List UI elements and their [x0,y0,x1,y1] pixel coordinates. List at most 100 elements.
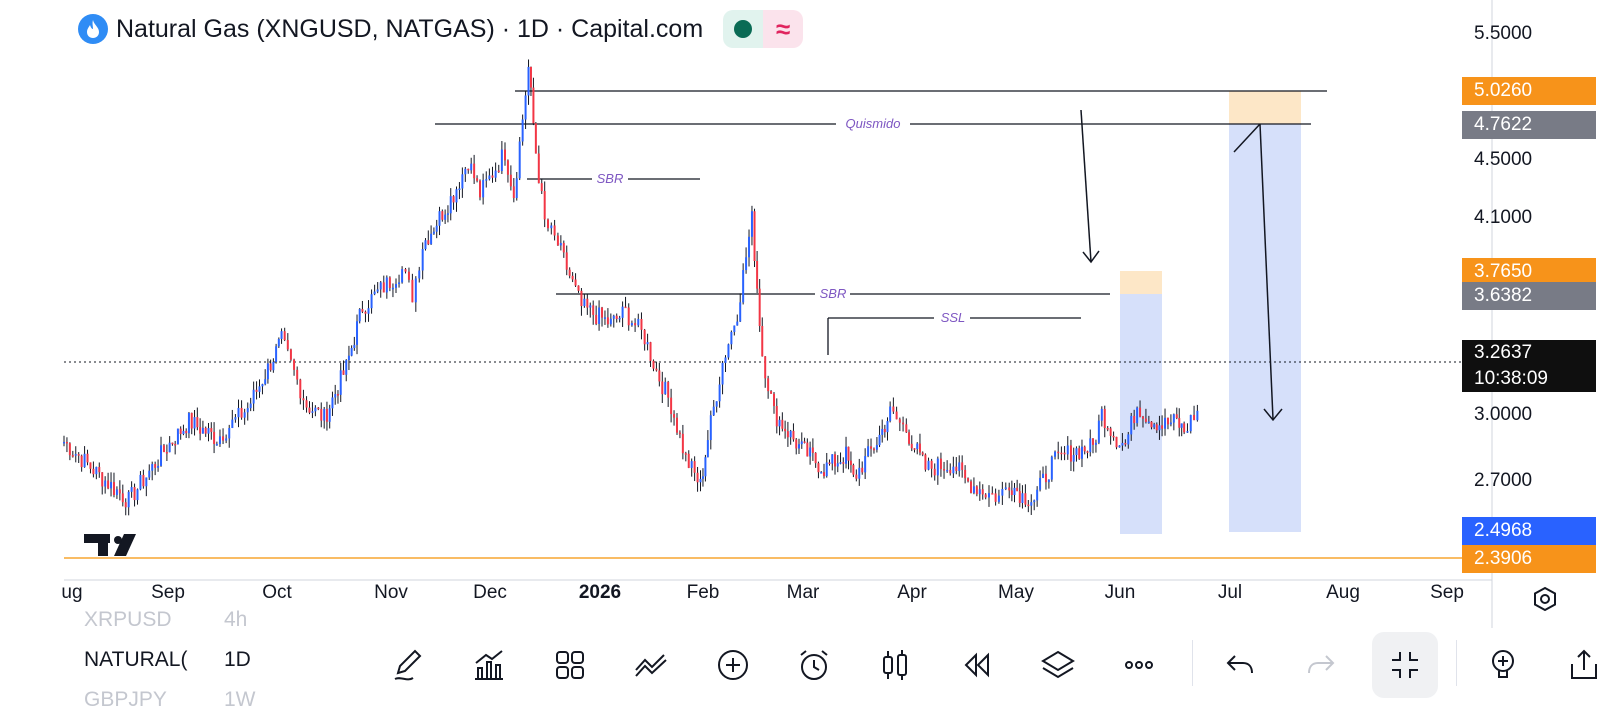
share-icon[interactable] [1560,640,1604,690]
candle-body [1118,445,1121,448]
candle-body [637,318,640,326]
candles-icon[interactable] [870,640,920,690]
candle-body [933,468,936,476]
candle-body [684,453,687,455]
candle-body [199,427,202,434]
pencil-icon[interactable] [383,640,433,690]
candle-body [792,430,795,440]
redo-icon[interactable] [1296,640,1346,690]
candle-body [71,455,74,457]
axis-settings-icon[interactable] [1530,584,1560,614]
candle-body [1060,452,1063,455]
candle-body [1078,448,1081,459]
candle-body [506,160,509,175]
more-icon[interactable] [1114,640,1164,690]
candle-body [293,359,296,370]
candle-body [761,326,764,357]
candle-body [534,123,537,154]
alarm-icon[interactable] [789,640,839,690]
market-status-pill[interactable]: ≈ [723,10,804,48]
candle-body [537,153,540,184]
candle-body [124,502,127,508]
candle-body [606,317,609,325]
candle-body [1054,451,1057,457]
candle-body [540,183,543,192]
sbr-top-label: SBR [597,171,624,186]
candle-body [930,460,933,469]
watchlist-item-active[interactable]: NATURAL( 1D [84,648,251,672]
candle-body [981,489,984,495]
grid-layout-icon[interactable] [545,640,595,690]
candle-body [350,348,353,356]
market-open-indicator[interactable] [723,10,764,48]
candle-body [603,317,606,319]
candle-body [814,452,817,464]
candle-body [867,446,870,457]
candle-body [1004,487,1007,490]
candle-body [864,456,867,473]
candle-body [168,442,171,453]
candle-body [500,149,503,172]
candle-body [302,398,305,401]
undo-icon[interactable] [1215,640,1265,690]
candle-body [789,430,792,438]
lightbulb-icon[interactable] [1478,640,1528,690]
candle-body [742,270,745,303]
candle-body [424,240,427,250]
candle-body [190,412,193,429]
candle-body [946,469,949,472]
candle-body [444,214,447,220]
wave-icon[interactable]: ≈ [763,10,804,48]
candle-body [182,430,185,435]
watchlist-symbol: XRPUSD [84,610,172,631]
candle-body [266,363,269,380]
candle-body [991,493,994,495]
candle-body [427,240,430,245]
candle-body [786,431,789,438]
candle-body [975,486,978,495]
candle-body [308,407,311,413]
collapse-icon[interactable] [1372,632,1438,698]
candle-body [1083,446,1086,452]
candle-body [1196,410,1199,421]
status-dot-icon [734,20,753,38]
candle-body [504,149,506,161]
candle-body [382,282,385,293]
time-label: May [998,582,1034,603]
candle-body [89,462,92,469]
candle-body [391,287,394,290]
watchlist-panel[interactable]: XRPUSD 4h NATURAL( 1D GBPJPY 1W [62,610,362,720]
candle-body [213,431,216,445]
candle-body [580,290,583,307]
drawing-tools-icon[interactable] [626,640,676,690]
watchlist-timeframe: 1W [224,688,256,711]
candle-body [449,196,452,214]
candle-body [461,174,464,189]
candle-body [467,168,470,171]
replay-icon[interactable] [952,640,1002,690]
candle-body [151,464,154,471]
candle-body [568,269,571,276]
add-icon[interactable] [708,640,758,690]
watchlist-item[interactable]: GBPJPY 1W [84,688,256,712]
candle-body [65,441,68,444]
bar-countdown: 10:38:09 [1474,368,1548,389]
candle-body [601,307,604,318]
candle-body [704,457,707,477]
candle-body [767,378,770,392]
candle-body [394,284,397,288]
chart-title-bar[interactable]: Natural Gas (XNGUSD, NATGAS) · 1D · Capi… [78,10,804,48]
arrow-right-head [1263,408,1283,422]
indicators-icon[interactable] [464,640,514,690]
candle-body [875,445,878,450]
candle-body [1008,487,1011,491]
candle-body [418,270,421,279]
candle-body [479,180,482,198]
candle-body [497,170,500,173]
layers-icon[interactable] [1033,640,1083,690]
watchlist-item[interactable]: XRPUSD 4h [84,610,247,632]
candle-body [225,438,228,441]
candle-body [1144,418,1147,422]
